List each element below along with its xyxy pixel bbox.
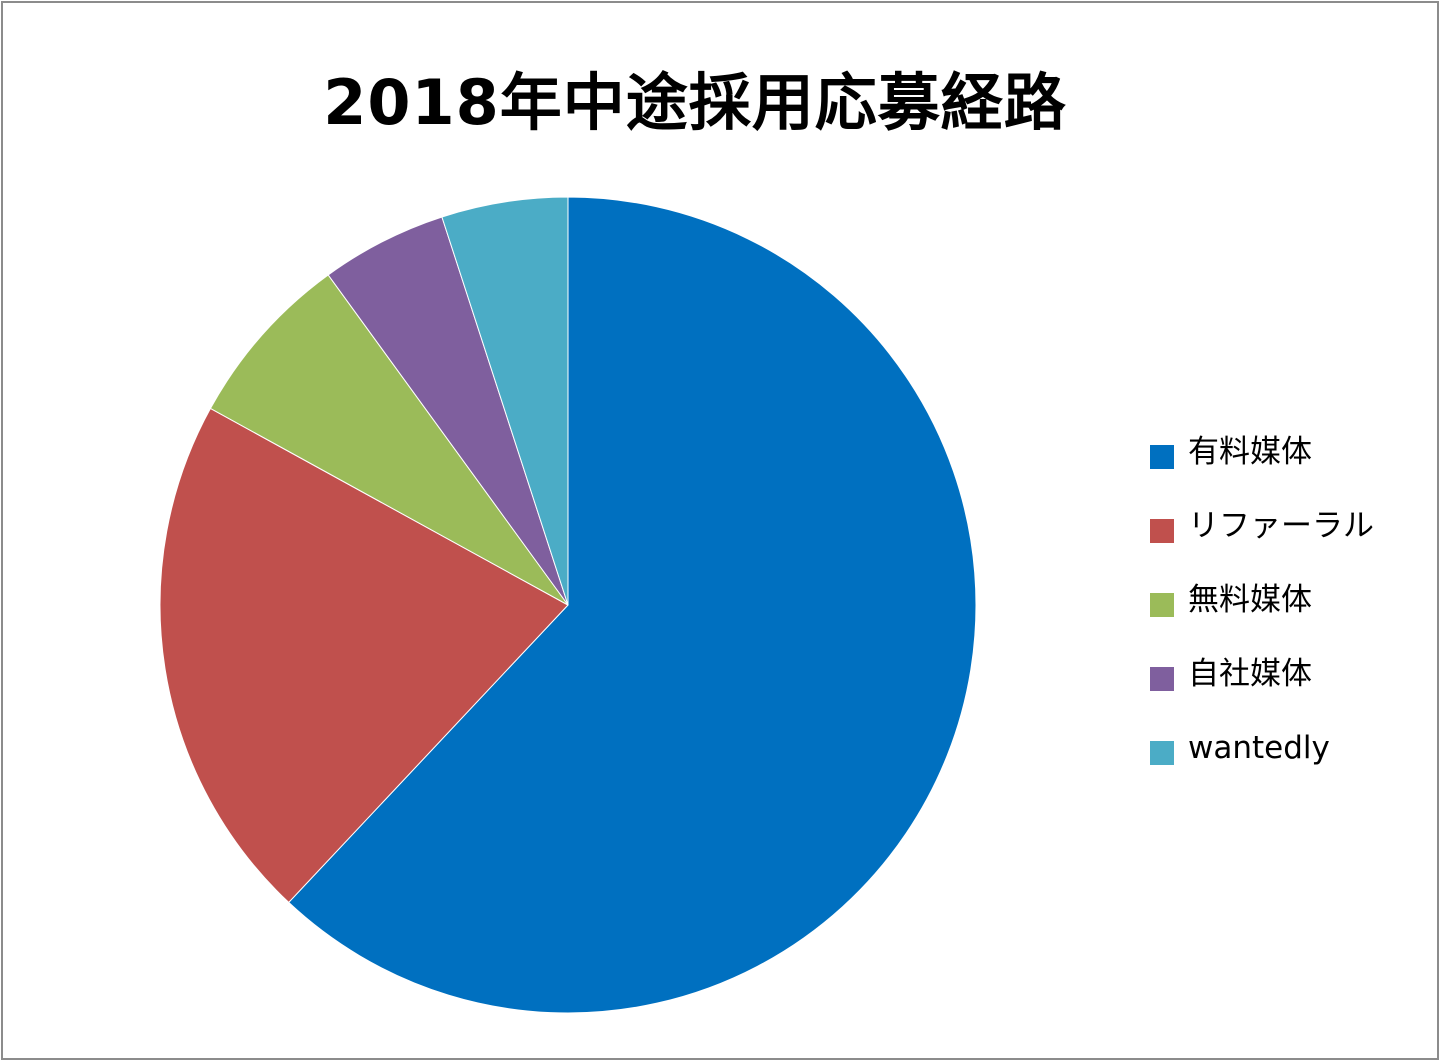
legend-swatch-3 bbox=[1150, 667, 1174, 691]
legend-label-3: 自社媒体 bbox=[1188, 656, 1312, 692]
legend-swatch-1 bbox=[1150, 519, 1174, 543]
legend-label-1: リファーラル bbox=[1188, 508, 1374, 544]
legend-swatch-0 bbox=[1150, 445, 1174, 469]
pie-slice-0 bbox=[287, 196, 977, 1014]
legend-swatch-4 bbox=[1150, 741, 1174, 765]
legend-label-2: 無料媒体 bbox=[1188, 582, 1312, 618]
legend-label-4: wantedly bbox=[1188, 730, 1330, 766]
legend-label-0: 有料媒体 bbox=[1188, 434, 1312, 470]
legend-swatch-2 bbox=[1150, 593, 1174, 617]
pie-slice-2 bbox=[209, 274, 569, 606]
pie-slice-1 bbox=[159, 407, 569, 904]
pie-slice-4 bbox=[441, 196, 569, 606]
chart-title: 2018年中途採用応募経路 bbox=[323, 66, 1067, 139]
